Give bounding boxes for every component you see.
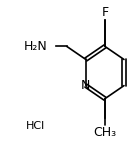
Text: F: F [101,6,108,19]
Text: H₂N: H₂N [24,40,48,53]
Text: N: N [81,79,90,92]
Text: HCl: HCl [26,121,45,131]
Text: CH₃: CH₃ [93,126,116,139]
